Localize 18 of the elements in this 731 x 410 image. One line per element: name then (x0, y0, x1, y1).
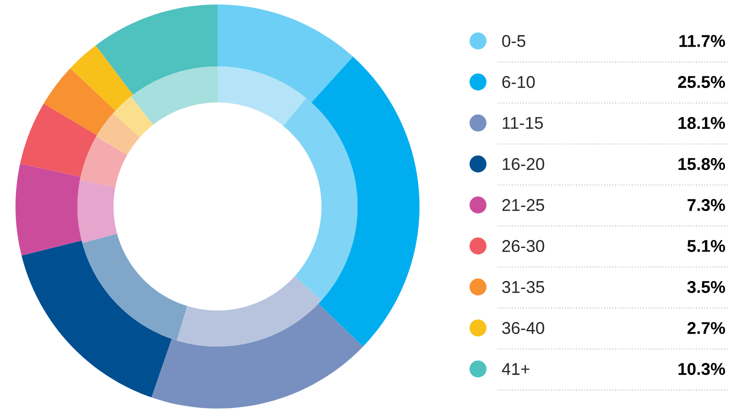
legend-label: 21-25 (502, 199, 544, 211)
legend-label: 11-15 (502, 117, 543, 129)
data-label: 3.5% (687, 280, 726, 294)
data-label: 11.7% (679, 35, 726, 47)
data-label: 7.3% (688, 198, 726, 212)
data-label: 25.5% (678, 76, 726, 88)
legend-label: 36-40 (502, 322, 544, 334)
data-label: 15.8% (678, 158, 726, 170)
data-label: 5.1% (687, 240, 726, 252)
data-label: 10.3% (678, 362, 726, 376)
legend-label: 6-10 (502, 76, 535, 88)
data-label: 18.1% (678, 117, 726, 129)
legend-label: 0-5 (502, 35, 526, 47)
legend-label: 26-30 (502, 240, 544, 252)
data-label: 2.7% (687, 322, 726, 334)
legend-label: 16-20 (502, 158, 544, 170)
legend-label: 31-35 (502, 281, 544, 293)
legend-label: 41+ (502, 363, 530, 375)
